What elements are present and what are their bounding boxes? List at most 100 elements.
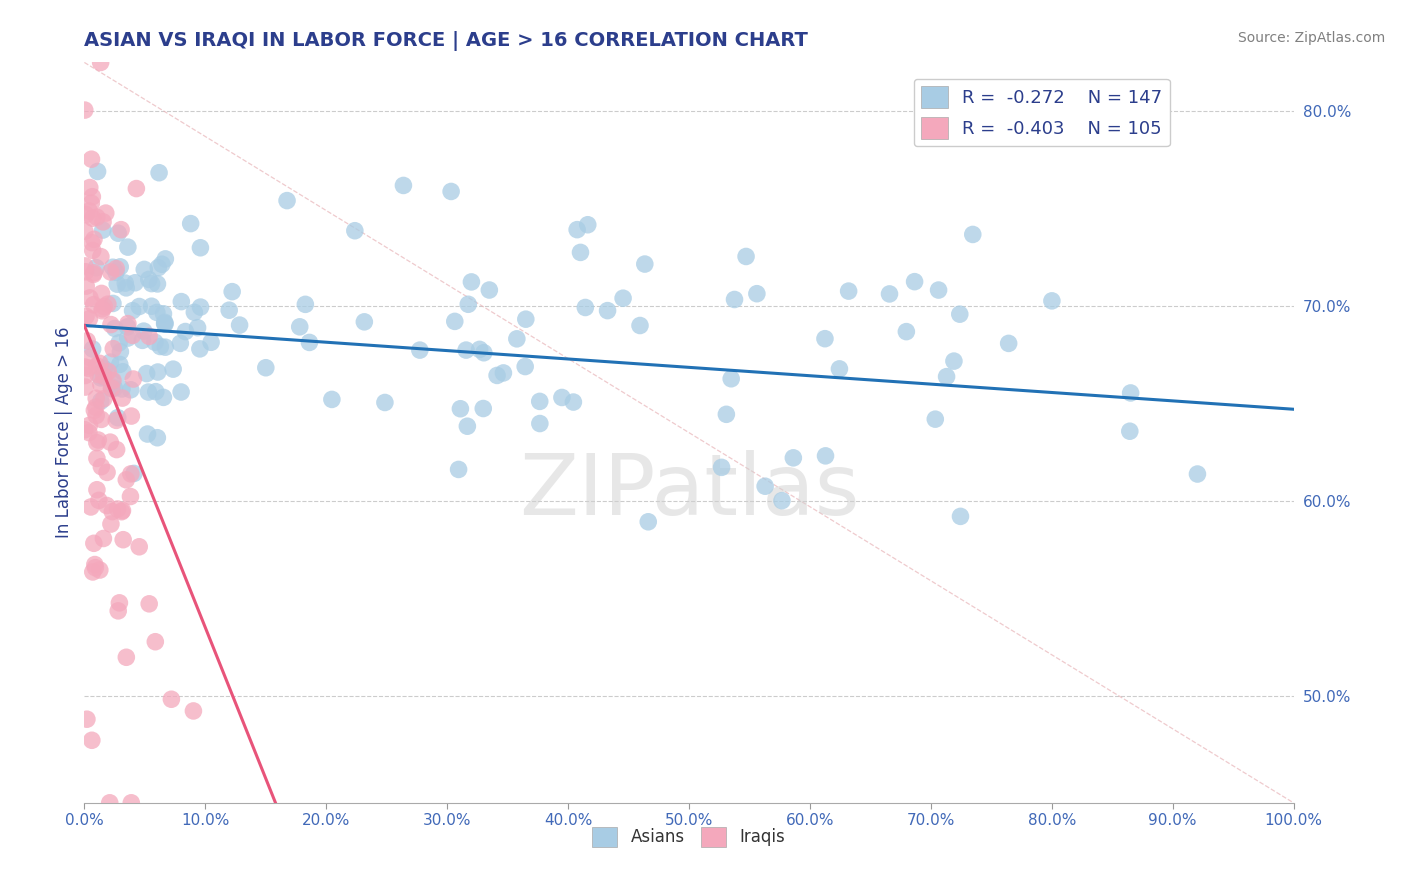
Point (90, 371, 112, 385)
Point (903, 275, 925, 289)
Point (1119, 386, 1142, 401)
Point (997, 336, 1019, 351)
Point (122, 467, 145, 481)
Point (76, 712, 98, 726)
Point (838, 284, 860, 298)
Point (135, 367, 157, 381)
Point (143, 634, 166, 648)
Point (143, 335, 166, 350)
Point (111, 382, 134, 396)
Point (276, 194, 298, 208)
Text: ZIPatlas: ZIPatlas (519, 450, 859, 533)
Point (73, 259, 96, 273)
Point (456, 343, 478, 357)
Point (374, 395, 396, 409)
Point (298, 335, 321, 350)
Point (145, 384, 167, 399)
Point (562, 395, 585, 409)
Point (101, 296, 124, 310)
Point (77, 361, 100, 376)
Point (80, 152, 103, 166)
Point (100, 265, 122, 279)
Point (79, 311, 101, 326)
Point (152, 390, 174, 404)
Point (91, 215, 114, 229)
Point (108, 335, 131, 350)
Point (105, 413, 128, 427)
Point (392, 178, 415, 193)
Point (94, 206, 117, 220)
Point (551, 391, 574, 405)
Point (96, 499, 118, 513)
Point (114, 276, 136, 290)
Point (100, 517, 122, 532)
Point (200, 335, 222, 350)
Point (128, 300, 150, 314)
Point (87, 433, 110, 447)
Point (254, 360, 277, 375)
Point (492, 366, 515, 380)
Point (949, 509, 972, 524)
Point (576, 218, 599, 232)
Point (91, 301, 114, 316)
Point (896, 325, 918, 339)
Point (515, 359, 537, 374)
Point (90, 459, 112, 474)
Point (98, 435, 121, 450)
Point (924, 412, 946, 426)
Point (121, 303, 143, 318)
Point (101, 505, 124, 519)
Point (90, 394, 112, 409)
Point (80, 500, 103, 514)
Point (183, 305, 205, 319)
Point (120, 796, 142, 810)
Point (928, 283, 950, 297)
Point (100, 318, 122, 332)
Point (79, 204, 101, 219)
Point (321, 392, 343, 407)
Point (814, 332, 837, 346)
Point (152, 307, 174, 321)
Point (83, 536, 105, 550)
Point (723, 293, 745, 307)
Text: Source: ZipAtlas.com: Source: ZipAtlas.com (1237, 31, 1385, 45)
Point (111, 503, 134, 517)
Point (110, 344, 132, 359)
Point (138, 329, 160, 343)
Point (1119, 424, 1142, 438)
Point (93, 370, 115, 384)
Point (93, 361, 115, 376)
Point (82, 190, 104, 204)
Text: ASIAN VS IRAQI IN LABOR FORCE | AGE > 16 CORRELATION CHART: ASIAN VS IRAQI IN LABOR FORCE | AGE > 16… (84, 30, 808, 51)
Point (506, 332, 529, 346)
Point (146, 277, 169, 291)
Point (93, 392, 115, 406)
Point (91, 303, 114, 318)
Point (110, 505, 132, 519)
Point (90, 286, 112, 301)
Point (73, 103, 96, 117)
Point (634, 257, 657, 271)
Point (146, 365, 169, 379)
Point (120, 467, 142, 481)
Point (472, 401, 495, 416)
Point (288, 319, 311, 334)
Point (103, 381, 125, 395)
Point (90, 55, 112, 70)
Y-axis label: In Labor Force | Age > 16: In Labor Force | Age > 16 (55, 326, 73, 539)
Point (149, 339, 172, 353)
Point (86, 164, 108, 178)
Point (73, 224, 96, 238)
Point (104, 321, 127, 335)
Point (443, 314, 465, 328)
Point (353, 315, 375, 329)
Point (105, 277, 128, 292)
Point (170, 294, 193, 309)
Point (828, 362, 851, 376)
Point (73, 359, 96, 374)
Point (449, 401, 471, 416)
Point (153, 317, 176, 331)
Point (136, 427, 159, 442)
Point (82, 268, 104, 282)
Point (86, 359, 108, 373)
